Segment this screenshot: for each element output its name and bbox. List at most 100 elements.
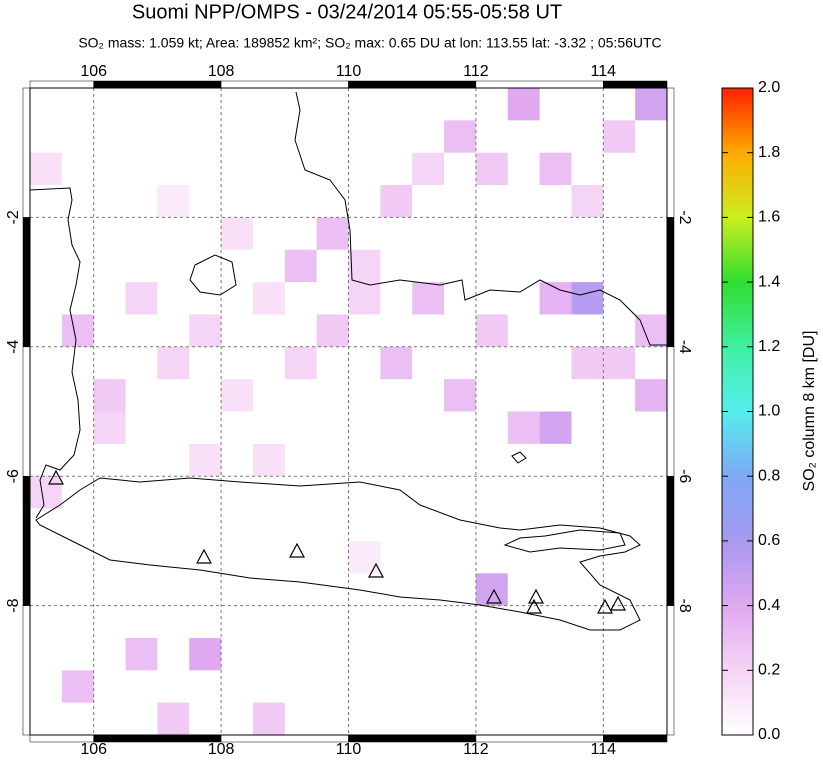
- so2-cell: [539, 411, 572, 444]
- colorbar-tick-label: 1.0: [758, 403, 780, 420]
- volcano: [367, 562, 385, 578]
- frame-segment: [348, 734, 477, 743]
- so2-cell: [30, 476, 62, 509]
- frame-segment: [666, 475, 675, 606]
- so2-cell: [221, 379, 253, 412]
- chart-subtitle: SO₂ mass: 1.059 kt; Area: 189852 km²; SO…: [78, 35, 661, 51]
- frame-segment: [22, 475, 31, 606]
- x-tick-label: 108: [208, 741, 235, 758]
- so2-cell: [603, 120, 636, 153]
- so2-cell: [93, 411, 126, 444]
- y-tick-label: -4: [5, 340, 22, 354]
- map-border: [29, 87, 668, 736]
- x-tick-label: 110: [336, 741, 362, 758]
- so2-cell: [539, 152, 572, 186]
- x-tick-label: 106: [80, 63, 107, 80]
- y-tick-label: -4: [676, 340, 693, 354]
- chart-title: Suomi NPP/OMPS - 03/24/2014 05:55-05:58 …: [132, 1, 562, 23]
- so2-cell: [571, 282, 604, 315]
- so2-cell: [125, 282, 158, 315]
- so2-cell: [189, 443, 222, 477]
- y-tick-label: -8: [5, 598, 22, 612]
- volcano: [47, 469, 65, 485]
- colorbar-tick-label: 0.0: [758, 726, 780, 743]
- frame-segment: [22, 87, 31, 218]
- so2-cell: [125, 637, 158, 671]
- frame-segment: [666, 605, 675, 736]
- so2-cell: [571, 346, 604, 380]
- volcanoes: [47, 469, 627, 614]
- y-tick-label: -6: [5, 469, 22, 483]
- frame-segment: [666, 217, 675, 348]
- so2-cell: [157, 185, 190, 218]
- frame-segment: [29, 80, 94, 89]
- coastline: [29, 187, 81, 519]
- colorbar-tick-label: 1.4: [758, 273, 780, 290]
- y-tick-label: -2: [676, 210, 693, 224]
- colorbar-tick-label: 0.2: [758, 662, 780, 679]
- frame-segment: [603, 80, 668, 89]
- x-tick-label: 108: [208, 63, 235, 80]
- frame-segment: [475, 734, 604, 743]
- y-tick-label: -8: [676, 598, 693, 612]
- so2-cell: [252, 443, 285, 477]
- so2-cell: [635, 88, 667, 121]
- volcano: [195, 548, 213, 564]
- so2-cell: [348, 540, 381, 574]
- x-tick-label: 114: [591, 741, 617, 758]
- so2-cell: [348, 282, 381, 315]
- so2-cell: [571, 185, 604, 218]
- grid: [30, 88, 667, 735]
- frame-segment: [475, 80, 604, 89]
- frame-segment: [93, 734, 222, 743]
- so2-cell: [412, 152, 445, 186]
- so2-cell: [475, 573, 508, 606]
- frame-segment: [93, 80, 222, 89]
- coastline: [503, 529, 626, 553]
- so2-cell: [380, 185, 413, 218]
- frame-segment: [666, 346, 675, 477]
- volcano: [288, 542, 306, 558]
- volcano: [525, 598, 543, 614]
- coastlines: [29, 91, 667, 631]
- so2-cell: [252, 282, 285, 315]
- coastline: [189, 254, 237, 296]
- so2-cell: [348, 249, 381, 283]
- so2-cell: [189, 637, 222, 671]
- colorbar-tick-label: 0.6: [758, 532, 780, 549]
- colorbar-tick-label: 1.2: [758, 338, 780, 355]
- so2-cell: [635, 379, 667, 412]
- so2-cell: [316, 314, 349, 347]
- so2-cell: [475, 152, 508, 186]
- frame-segment: [220, 734, 349, 743]
- coastline: [511, 451, 527, 464]
- x-tick-label: 110: [336, 63, 362, 80]
- so2-cell: [507, 88, 540, 121]
- frame: [22, 80, 675, 743]
- so2-cell: [189, 314, 222, 347]
- frame-segment: [22, 346, 31, 477]
- so2-cell: [252, 702, 285, 735]
- y-tick-label: -6: [676, 469, 693, 483]
- so2-cell: [157, 346, 190, 380]
- so2-cell: [444, 120, 476, 153]
- colorbar-tick-label: 1.8: [758, 144, 780, 161]
- x-tick-label: 112: [463, 741, 489, 758]
- so2-cell: [380, 346, 413, 380]
- x-tick-label: 114: [591, 63, 617, 80]
- volcano: [596, 598, 614, 614]
- so2-cell: [444, 379, 476, 412]
- cells: [30, 88, 667, 735]
- frame-segment: [348, 80, 477, 89]
- frame-segment: [220, 80, 349, 89]
- y-tick-label: -2: [5, 210, 22, 224]
- coastline: [35, 477, 641, 631]
- frame-segment: [22, 605, 31, 736]
- colorbar-tick-label: 0.8: [758, 467, 780, 484]
- colorbar-tick-label: 0.4: [758, 597, 780, 614]
- so2-cell: [507, 411, 540, 444]
- so2-cell: [316, 217, 349, 250]
- so2-cell: [475, 314, 508, 347]
- x-tick-label: 112: [463, 63, 489, 80]
